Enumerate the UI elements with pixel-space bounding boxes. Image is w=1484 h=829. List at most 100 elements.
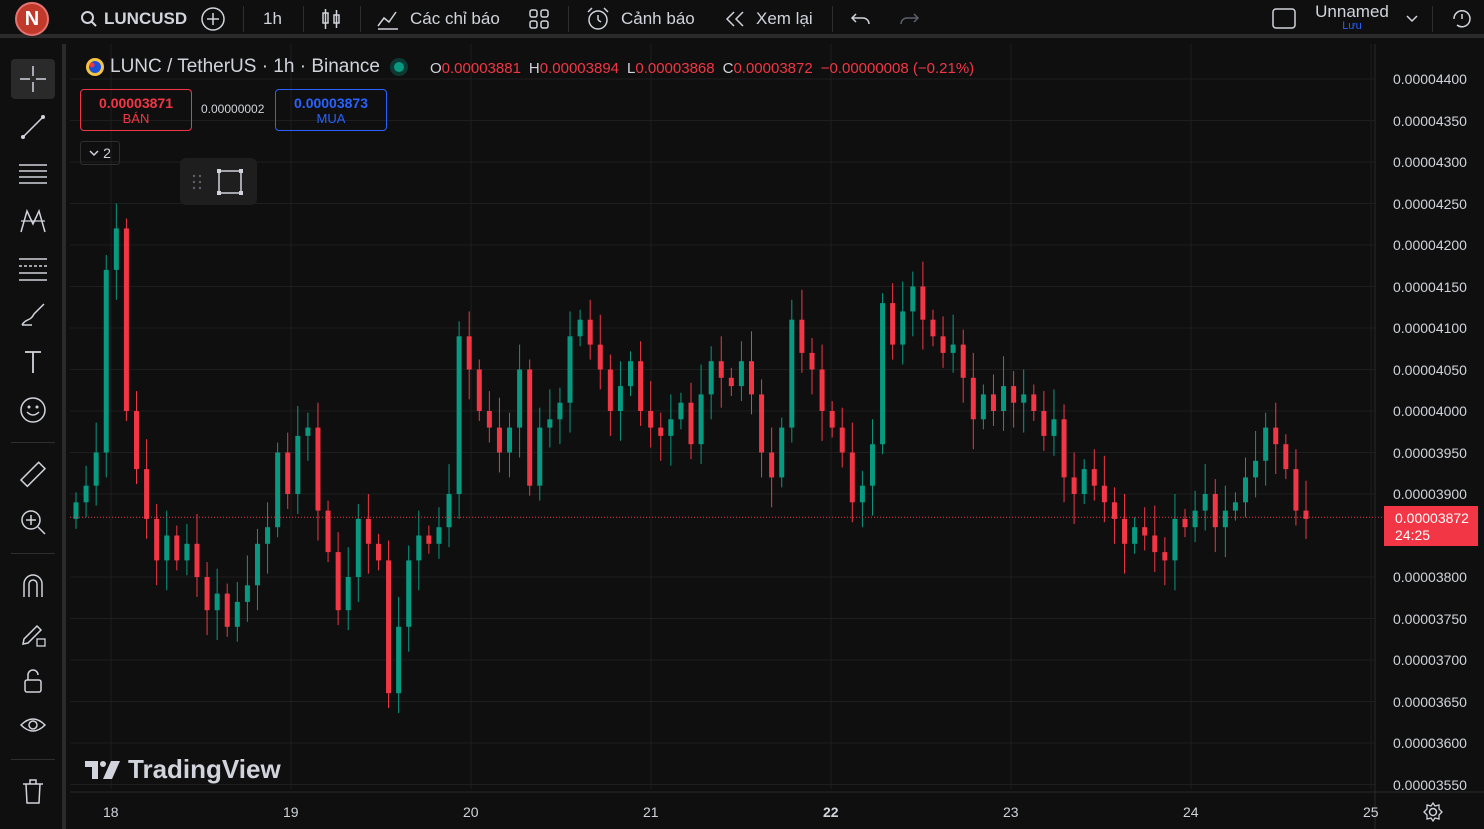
- candle-body: [668, 419, 674, 436]
- candle-body: [1021, 394, 1027, 403]
- candle-body: [1243, 477, 1249, 503]
- select-rectangle-icon[interactable]: [215, 167, 245, 197]
- candle-body: [386, 560, 392, 694]
- redo-button[interactable]: [898, 0, 920, 38]
- price-axis-label: 0.00003900: [1393, 486, 1467, 502]
- hide-drawings-tool[interactable]: [11, 706, 55, 746]
- candle-body: [1091, 469, 1097, 486]
- history-icon: [1453, 10, 1471, 28]
- candle-body: [1142, 527, 1148, 536]
- drag-handle-icon[interactable]: [192, 173, 202, 191]
- chevron-down-icon: [1406, 15, 1418, 23]
- buy-button[interactable]: 0.00003873 MUA: [275, 89, 387, 131]
- price-axis-label: 0.00003550: [1393, 776, 1467, 793]
- candle-body: [1061, 419, 1067, 478]
- time-axis-label: 20: [463, 804, 479, 820]
- sell-label: BÁN: [122, 110, 150, 126]
- brush-tool[interactable]: [11, 295, 55, 335]
- crosshair-icon: [20, 66, 46, 92]
- candlestick-chart[interactable]: [70, 44, 1484, 829]
- price-axis-label: 0.00004100: [1393, 320, 1467, 336]
- quick-search-button[interactable]: [1450, 0, 1474, 38]
- candle-body: [738, 361, 744, 387]
- candles-icon: [322, 9, 340, 29]
- candle-body: [890, 303, 896, 345]
- zoom-tool[interactable]: [11, 502, 55, 542]
- candle-body: [275, 452, 281, 528]
- zoom-in-icon: [21, 510, 46, 535]
- price-axis-label: 0.00004150: [1393, 278, 1467, 295]
- tradingview-logo[interactable]: TradingView: [84, 754, 281, 785]
- user-avatar[interactable]: N: [15, 2, 49, 36]
- stay-in-drawing-tool[interactable]: [11, 614, 55, 654]
- text-tool[interactable]: [11, 342, 55, 382]
- time-axis-label: 21: [643, 804, 659, 820]
- trendline-icon: [21, 115, 45, 139]
- fib-tool[interactable]: [11, 248, 55, 288]
- emoji-tool[interactable]: [11, 390, 55, 430]
- chart-pane[interactable]: LUNC / TetherUS · 1h · Binance O 0.000038…: [70, 44, 1484, 829]
- low-label: L: [627, 60, 636, 77]
- crosshair-tool[interactable]: [11, 59, 55, 99]
- chevron-down-icon: [89, 149, 99, 156]
- pencil-lock-icon: [22, 624, 46, 647]
- candle-body: [1132, 527, 1138, 544]
- candle-body: [849, 452, 855, 503]
- measure-tool[interactable]: [11, 455, 55, 495]
- magnet-tool[interactable]: [11, 566, 55, 606]
- symbol-search[interactable]: LUNCUSD: [80, 0, 187, 38]
- candle-body: [396, 626, 402, 694]
- remove-drawings-tool[interactable]: [11, 771, 55, 811]
- candle-body: [365, 518, 371, 544]
- layout-name[interactable]: Unnamed Lưu: [1308, 2, 1396, 32]
- undo-button[interactable]: [850, 0, 872, 38]
- time-axis-label: 23: [1003, 804, 1019, 820]
- symbol-title[interactable]: LUNC / TetherUS · 1h · Binance: [110, 56, 380, 77]
- candle-body: [1071, 477, 1077, 494]
- candle-body: [164, 535, 170, 561]
- trendline-tool[interactable]: [11, 107, 55, 147]
- layout-title: Unnamed: [1315, 2, 1389, 21]
- alerts-button[interactable]: Cảnh báo: [585, 0, 695, 38]
- layout-menu-button[interactable]: [1406, 0, 1418, 38]
- candle-body: [940, 336, 946, 353]
- candle-body: [133, 411, 139, 470]
- ruler-icon: [19, 461, 47, 488]
- time-axis-label: 22: [823, 804, 839, 820]
- chart-settings-button[interactable]: [1422, 801, 1444, 828]
- fib-retracement-icon: [19, 258, 47, 281]
- chart-type-button[interactable]: [320, 0, 342, 38]
- candle-body: [496, 427, 502, 453]
- candle-body: [759, 394, 765, 453]
- legend-collapse-button[interactable]: 2: [80, 141, 120, 165]
- price-axis-label: 0.00004250: [1393, 195, 1467, 212]
- candle-body: [254, 543, 260, 586]
- price-axis-label: 0.00004300: [1393, 154, 1467, 170]
- save-status: Lưu: [1342, 20, 1362, 32]
- candle-body: [335, 552, 341, 611]
- lock-drawings-tool[interactable]: [11, 661, 55, 701]
- candle-body: [658, 427, 664, 436]
- indicators-button[interactable]: Các chỉ báo: [376, 0, 500, 38]
- change-value: −0.00000008 (−0.21%): [820, 60, 975, 77]
- layout-toggle[interactable]: [1272, 0, 1296, 38]
- pattern-tool[interactable]: [11, 201, 55, 241]
- brush-icon: [21, 303, 45, 326]
- price-axis-label: 0.00003750: [1393, 610, 1467, 627]
- candle-body: [375, 543, 381, 561]
- open-label: O: [430, 60, 442, 77]
- candle-body: [638, 361, 644, 411]
- gear-icon: [1423, 801, 1443, 823]
- sell-button[interactable]: 0.00003871 BÁN: [80, 89, 192, 131]
- unlock-icon: [24, 669, 42, 693]
- add-symbol-button[interactable]: [200, 0, 226, 38]
- candle-body: [486, 411, 492, 428]
- replay-button[interactable]: Xem lại: [724, 0, 813, 38]
- horizontal-lines-tool[interactable]: [11, 154, 55, 194]
- interval-button[interactable]: 1h: [263, 9, 282, 28]
- candle-body: [527, 369, 533, 486]
- candle-body: [113, 228, 119, 270]
- candle-body: [305, 427, 311, 436]
- candle-body: [83, 485, 89, 503]
- templates-button[interactable]: [528, 0, 550, 38]
